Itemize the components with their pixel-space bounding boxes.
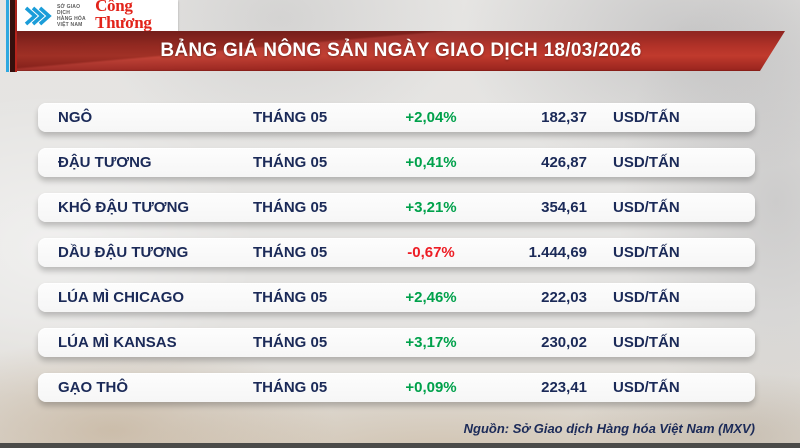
source-note: Nguồn: Sở Giao dịch Hàng hóa Việt Nam (M…	[463, 421, 755, 436]
contract-month: THÁNG 05	[253, 379, 328, 396]
contract-month: THÁNG 05	[253, 154, 328, 171]
change-percent: +0,09%	[405, 379, 457, 396]
price-unit: USD/TẤN	[613, 154, 680, 171]
table-row-dau-tuong: ĐẬU TƯƠNG THÁNG 05 +0,41% 426,87 USD/TẤN	[38, 148, 755, 177]
change-percent: +2,46%	[405, 289, 457, 306]
change-percent: +2,04%	[405, 109, 457, 126]
commodity-name: NGÔ	[58, 109, 93, 126]
price-value: 230,02	[541, 334, 587, 351]
price-value: 354,61	[541, 199, 587, 216]
commodity-name: KHÔ ĐẬU TƯƠNG	[58, 199, 190, 216]
change-percent: +0,41%	[405, 154, 457, 171]
mxv-logo-text: SỞ GIAO DỊCH HÀNG HÓA VIỆT NAM	[57, 4, 89, 28]
table-row-kho-dau-tuong: KHÔ ĐẬU TƯƠNG THÁNG 05 +3,21% 354,61 USD…	[38, 193, 755, 222]
table-row-lua-mi-chicago: LÚA MÌ CHICAGO THÁNG 05 +2,46% 222,03 US…	[38, 283, 755, 312]
commodity-name: DẦU ĐẬU TƯƠNG	[58, 244, 189, 261]
contract-month: THÁNG 05	[253, 109, 328, 126]
mxv-logo-icon	[24, 6, 52, 25]
contract-month: THÁNG 05	[253, 289, 328, 306]
table-row-ngo: NGÔ THÁNG 05 +2,04% 182,37 USD/TẤN	[38, 103, 755, 132]
change-percent: -0,67%	[407, 244, 455, 261]
logo-bar: SỞ GIAO DỊCH HÀNG HÓA VIỆT NAM Công Thươ…	[17, 0, 178, 35]
price-value: 222,03	[541, 289, 587, 306]
table-row-dau-dau-tuong: DẦU ĐẬU TƯƠNG THÁNG 05 -0,67% 1.444,69 U…	[38, 238, 755, 267]
price-unit: USD/TẤN	[613, 334, 680, 351]
price-table: NGÔ THÁNG 05 +2,04% 182,37 USD/TẤN ĐẬU T…	[38, 103, 755, 418]
contract-month: THÁNG 05	[253, 199, 328, 216]
commodity-name: LÚA MÌ CHICAGO	[58, 289, 185, 306]
left-accent-stripe-blue	[6, 0, 9, 72]
commodity-name: ĐẬU TƯƠNG	[58, 154, 152, 171]
price-value: 223,41	[541, 379, 587, 396]
contract-month: THÁNG 05	[253, 334, 328, 351]
price-unit: USD/TẤN	[613, 379, 680, 396]
price-value: 426,87	[541, 154, 587, 171]
price-unit: USD/TẤN	[613, 199, 680, 216]
change-percent: +3,21%	[405, 199, 457, 216]
mxv-text-line2: HÀNG HÓA	[57, 15, 86, 22]
table-row-gao-tho: GẠO THÔ THÁNG 05 +0,09% 223,41 USD/TẤN	[38, 373, 755, 402]
congthuong-logo: Công Thương	[95, 0, 178, 35]
bottom-bar	[0, 443, 800, 448]
left-accent-stripe-red	[15, 0, 17, 72]
price-unit: USD/TẤN	[613, 244, 680, 261]
page-title: BẢNG GIÁ NÔNG SẢN NGÀY GIAO DỊCH 18/03/2…	[160, 40, 642, 61]
mxv-text-line1: SỞ GIAO DỊCH	[57, 3, 81, 16]
commodity-name: GẠO THÔ	[58, 379, 128, 396]
congthuong-logo-text: Công Thương	[95, 0, 152, 32]
mxv-text-line3: VIỆT NAM	[57, 21, 83, 28]
commodity-name: LÚA MÌ KANSAS	[58, 334, 177, 351]
title-banner: BẢNG GIÁ NÔNG SẢN NGÀY GIAO DỊCH 18/03/2…	[17, 31, 785, 71]
price-unit: USD/TẤN	[613, 109, 680, 126]
table-row-lua-mi-kansas: LÚA MÌ KANSAS THÁNG 05 +3,17% 230,02 USD…	[38, 328, 755, 357]
contract-month: THÁNG 05	[253, 244, 328, 261]
price-value: 182,37	[541, 109, 587, 126]
price-value: 1.444,69	[528, 244, 587, 261]
left-accent-stripe-maroon	[10, 0, 15, 72]
price-unit: USD/TẤN	[613, 289, 680, 306]
change-percent: +3,17%	[405, 334, 457, 351]
